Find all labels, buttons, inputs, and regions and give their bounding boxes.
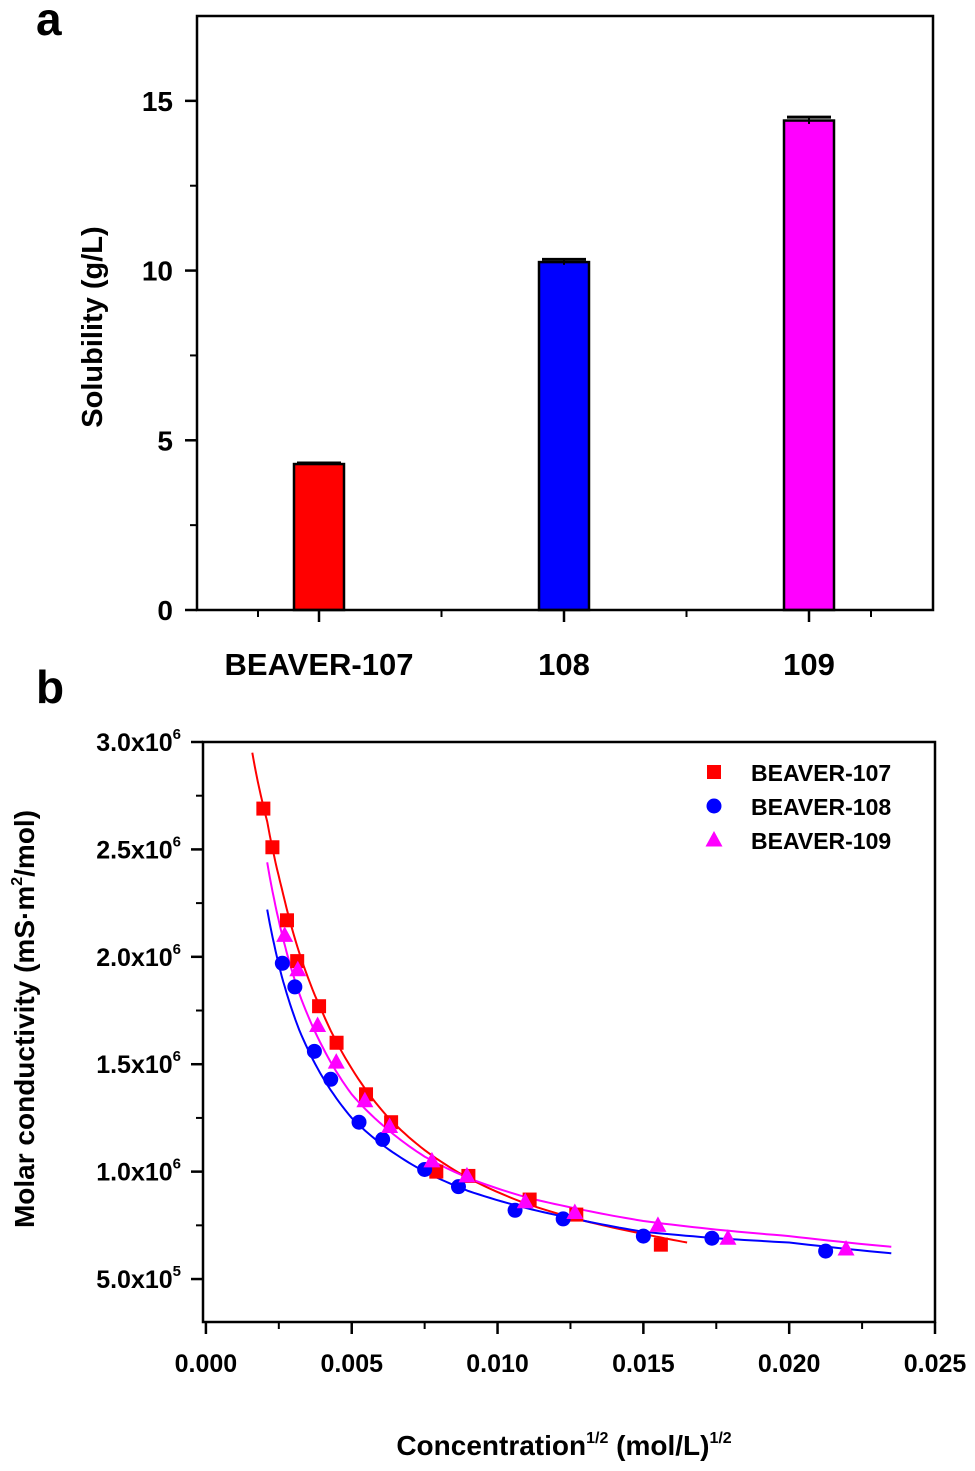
data-point [429,1164,444,1179]
data-point [569,1207,584,1222]
data-point [566,1203,584,1219]
data-point [384,1115,399,1130]
x-axis-label: Concentration1/2 (mol/L)1/2 [396,1430,731,1461]
y-tick-label: 0 [157,595,173,626]
x-axis-label-unit: (mol/L) [608,1430,709,1461]
fit-line [266,909,892,1255]
data-point [381,1117,399,1134]
data-point [653,1237,668,1252]
chart-b-frame [201,740,937,1324]
legend-marker [705,831,723,847]
y-axis-label-main: Molar conductivity (mS·m [9,886,40,1228]
y-axis-label-sup: 2 [9,877,26,886]
x-tick-label: 0.020 [758,1350,821,1378]
x-tick-label: 0.025 [904,1350,967,1378]
data-point [704,1230,720,1246]
y-tick-label: 1.0x106 [96,1156,181,1187]
y-tick-label: 2.5x106 [96,833,181,864]
data-point [649,1216,667,1232]
y-axis-label-end: /mol) [9,810,40,877]
data-point [458,1166,476,1183]
y-tick-label: 1.5x106 [96,1048,181,1079]
y-tick-label: 5 [157,425,173,456]
y-axis-label-b: Molar conductivity (mS·m2/mol) [9,810,40,1228]
x-axis-label-sup: 1/2 [586,1430,608,1447]
solubility-bar-chart: 0 5 10 15 BEAVER-107 108 109 Solubility (g/L) [77,14,935,682]
x-tick-label: BEAVER-107 [225,647,414,682]
data-point [818,1243,834,1259]
data-point [306,1043,322,1059]
data-point [359,1087,374,1102]
data-point [516,1192,534,1209]
x-tick-label: 108 [538,647,590,682]
bar [292,462,346,612]
legend-label: BEAVER-108 [751,794,891,820]
y-tick-label: 3.0x106 [96,726,181,757]
data-point [276,926,294,942]
data-point [289,960,307,977]
x-tick-label: 109 [783,647,835,682]
y-tick-label: 5.0x105 [96,1263,181,1294]
data-point [329,1035,344,1050]
fit-line [266,862,892,1248]
data-point [635,1228,651,1244]
data-point [279,913,294,928]
data-point [356,1091,374,1108]
y-axis-label: Solubility (g/L) [77,226,109,427]
legend-marker [706,798,722,814]
data-point [450,1179,466,1195]
legend: BEAVER-107 BEAVER-108 BEAVER-109 [705,760,891,854]
data-point [522,1192,537,1207]
legend-marker [707,765,721,779]
y-tick-label: 15 [142,86,173,117]
data-point [375,1131,391,1147]
data-point [312,999,327,1014]
x-axis-label-main: Concentration [396,1430,586,1461]
data-point [265,840,280,855]
y-tick-label: 2.0x106 [96,941,181,972]
fit-line [251,752,688,1244]
data-point [423,1151,441,1168]
panel-label-a: a [36,0,62,45]
data-point [274,955,290,971]
data-point [417,1161,433,1177]
data-point [719,1229,737,1245]
x-tick-label: 0.005 [320,1350,383,1378]
data-point [256,801,271,816]
bar [537,260,591,612]
data-point [323,1071,339,1087]
x-tick-label: 0.015 [612,1350,675,1378]
y-tick-label: 10 [142,256,173,287]
data-point [287,979,303,995]
data-point [837,1239,855,1256]
data-point [461,1168,476,1183]
x-axis-label-unit-sup: 1/2 [709,1430,731,1447]
legend-label: BEAVER-109 [751,828,891,854]
x-tick-label: 0.000 [175,1350,238,1378]
data-point [290,954,305,969]
data-point [351,1114,367,1130]
x-tick-label: 0.010 [466,1350,529,1378]
data-point [555,1211,571,1227]
data-point [327,1053,345,1069]
data-point [309,1016,327,1033]
bar [782,119,836,612]
legend-label: BEAVER-107 [751,760,891,786]
data-point [507,1202,523,1218]
panel-label-b: b [36,661,65,713]
